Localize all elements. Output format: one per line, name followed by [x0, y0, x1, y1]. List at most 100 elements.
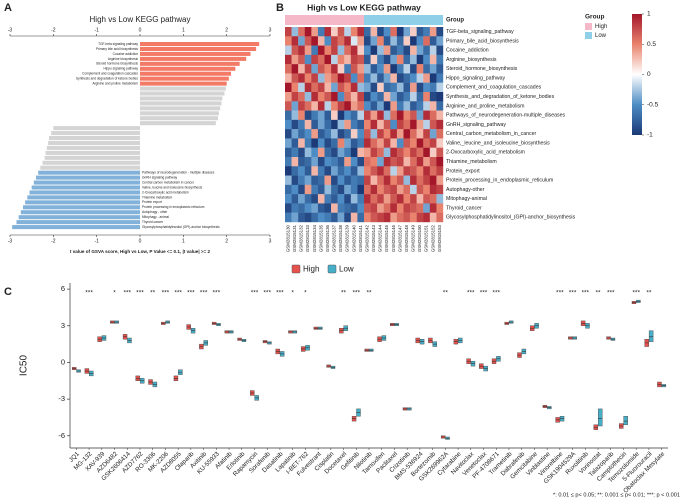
heat-cell	[344, 101, 352, 111]
heat-cell	[298, 82, 305, 93]
heat-cell	[410, 175, 417, 186]
heat-cell	[436, 138, 444, 148]
heat-cell	[436, 27, 444, 37]
heat-cell	[324, 147, 332, 158]
heat-cell	[370, 110, 378, 121]
heat-cell	[410, 147, 417, 158]
bar	[45, 150, 140, 155]
heat-cell	[423, 147, 431, 158]
bar	[16, 220, 140, 225]
heat-cell	[304, 101, 312, 111]
bar	[140, 56, 247, 61]
heat-cell	[390, 82, 398, 93]
legend-swatch	[585, 23, 592, 30]
heat-cell	[285, 175, 292, 186]
bar-label: Primary bile acid biosynthesis	[96, 47, 138, 51]
heat-cell	[357, 129, 365, 139]
column-label: GSM2815147	[397, 224, 402, 252]
heat-cell	[429, 36, 437, 46]
row-label: Autophagy-other	[446, 187, 485, 193]
heat-cell	[317, 36, 325, 46]
heat-cell	[370, 101, 378, 111]
heat-cell	[337, 194, 345, 204]
heat-cell	[383, 184, 391, 195]
heat-cell	[383, 64, 391, 74]
heat-cell	[304, 138, 312, 148]
heat-cell	[298, 54, 305, 65]
heat-cell	[403, 184, 411, 195]
heat-cell	[370, 82, 378, 93]
heat-cell	[383, 175, 391, 186]
heat-cell	[396, 101, 404, 111]
heat-cell	[285, 119, 292, 130]
heat-cell	[423, 138, 431, 148]
heat-cell	[317, 175, 325, 186]
heat-cell	[350, 129, 358, 139]
heat-cell	[423, 157, 431, 167]
heat-cell	[317, 110, 325, 121]
heat-cell	[344, 64, 352, 74]
x-tick-label: 1	[182, 27, 185, 33]
heat-cell	[317, 73, 325, 83]
significance-label: ***	[352, 290, 360, 297]
heat-cell	[285, 147, 292, 158]
heat-cell	[285, 73, 292, 83]
heat-cell	[331, 101, 338, 111]
heat-cell	[436, 129, 444, 139]
heat-cell	[396, 138, 404, 148]
significance-label: **	[595, 290, 601, 297]
heat-cell	[304, 203, 312, 213]
heat-cell	[370, 64, 378, 74]
heat-cell	[410, 101, 417, 111]
heat-cell	[364, 129, 371, 139]
heat-cell	[285, 166, 292, 176]
heat-cell	[317, 184, 325, 195]
heat-cell	[370, 36, 378, 46]
heat-cell	[423, 129, 431, 139]
heat-cell	[304, 119, 312, 130]
bar-label: Pathways of neurodegeneration - multiple…	[142, 171, 215, 175]
heat-cell	[423, 110, 431, 121]
bar	[140, 86, 226, 91]
row-label: Glycosylphosphatidylinositol_(GPI)-ancho…	[446, 215, 576, 221]
heat-cell	[377, 147, 384, 158]
significance-label: **	[341, 290, 347, 297]
heat-cell	[396, 147, 404, 158]
heat-cell	[364, 212, 371, 223]
x-tick-label: -1	[94, 27, 99, 33]
heat-cell	[357, 166, 365, 176]
heat-cell	[410, 194, 417, 204]
significance-label: ***	[467, 290, 475, 297]
row-label: Valine,_leucine_and_isoleucine_biosynthe…	[446, 140, 550, 146]
heat-cell	[304, 73, 312, 83]
heat-cell	[357, 36, 365, 46]
heat-cell	[344, 194, 352, 204]
heat-cell	[364, 157, 371, 167]
heat-cell	[357, 54, 365, 65]
x-tick-label: 3	[269, 238, 272, 244]
x-tick-label: -2	[51, 238, 56, 244]
significance-label: ***	[569, 290, 577, 297]
heat-cell	[377, 45, 384, 56]
heat-cell	[324, 203, 332, 213]
bar	[140, 71, 231, 76]
heat-cell	[390, 184, 398, 195]
heat-cell	[364, 45, 371, 56]
heat-cell	[416, 203, 424, 213]
significance-label: ***	[200, 290, 208, 297]
heat-cell	[298, 45, 305, 56]
heat-cell	[436, 203, 444, 213]
legend-swatch	[585, 32, 592, 39]
heat-cell	[291, 36, 299, 46]
heat-cell	[403, 54, 411, 65]
heat-cell	[396, 157, 404, 167]
heat-cell	[403, 166, 411, 176]
heat-cell	[298, 64, 305, 74]
heat-cell	[298, 101, 305, 111]
x-tick-label: -3	[8, 27, 13, 33]
heat-cell	[285, 138, 292, 148]
heat-cell	[429, 184, 437, 195]
heat-cell	[383, 119, 391, 130]
color-tick-label: 0.5	[647, 41, 656, 48]
